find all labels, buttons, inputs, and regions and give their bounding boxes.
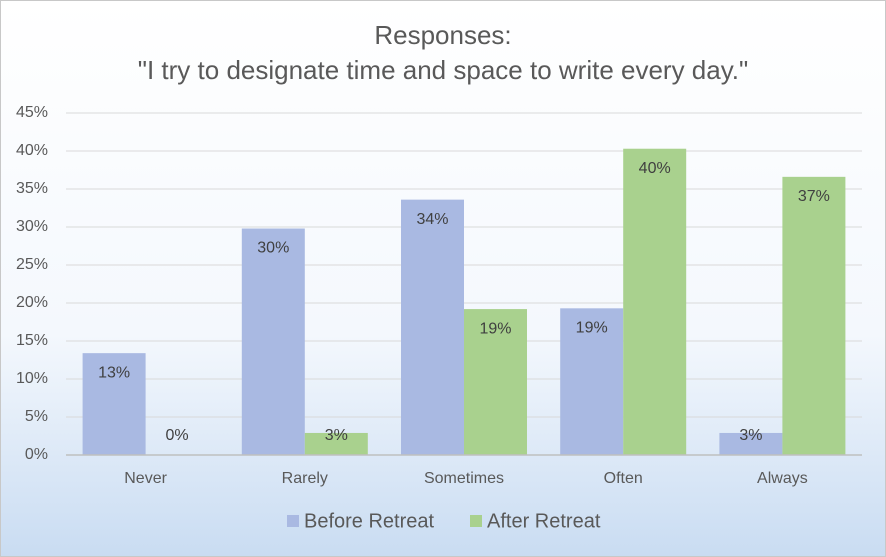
x-tick-label: Sometimes xyxy=(424,470,504,487)
y-tick-label: 45% xyxy=(16,104,48,121)
y-tick-label: 15% xyxy=(16,332,48,349)
bar xyxy=(782,176,846,455)
y-tick-label: 35% xyxy=(16,180,48,197)
y-tick-label: 0% xyxy=(25,446,48,463)
bar xyxy=(623,148,687,455)
y-tick-label: 40% xyxy=(16,142,48,159)
x-tick-label: Never xyxy=(124,470,167,487)
value-label: 19% xyxy=(479,320,511,337)
legend-swatch xyxy=(287,515,299,527)
value-label: 34% xyxy=(416,211,448,228)
value-label: 3% xyxy=(739,427,762,444)
chart-title: Responses: xyxy=(374,20,511,50)
x-tick-label: Always xyxy=(757,470,808,487)
y-tick-label: 10% xyxy=(16,370,48,387)
y-tick-label: 30% xyxy=(16,218,48,235)
bar xyxy=(464,309,527,455)
value-label: 30% xyxy=(257,240,289,257)
value-label: 0% xyxy=(166,427,189,444)
legend-swatch xyxy=(470,515,482,527)
value-label: 13% xyxy=(98,364,130,381)
bar xyxy=(401,199,464,455)
legend-label: After Retreat xyxy=(487,510,601,532)
value-label: 3% xyxy=(325,427,348,444)
bar xyxy=(82,353,146,455)
x-tick-label: Rarely xyxy=(282,470,328,487)
y-tick-label: 20% xyxy=(16,294,48,311)
bar xyxy=(560,308,624,455)
value-label: 19% xyxy=(576,320,608,337)
bar xyxy=(241,228,305,455)
legend-label: Before Retreat xyxy=(304,510,435,532)
bar xyxy=(304,432,368,455)
y-tick-label: 5% xyxy=(25,408,48,425)
value-label: 37% xyxy=(798,188,830,205)
value-label: 40% xyxy=(639,160,671,177)
chart-subtitle: "I try to designate time and space to wr… xyxy=(138,55,749,85)
bar xyxy=(719,432,783,455)
x-tick-label: Often xyxy=(604,470,643,487)
y-tick-label: 25% xyxy=(16,256,48,273)
